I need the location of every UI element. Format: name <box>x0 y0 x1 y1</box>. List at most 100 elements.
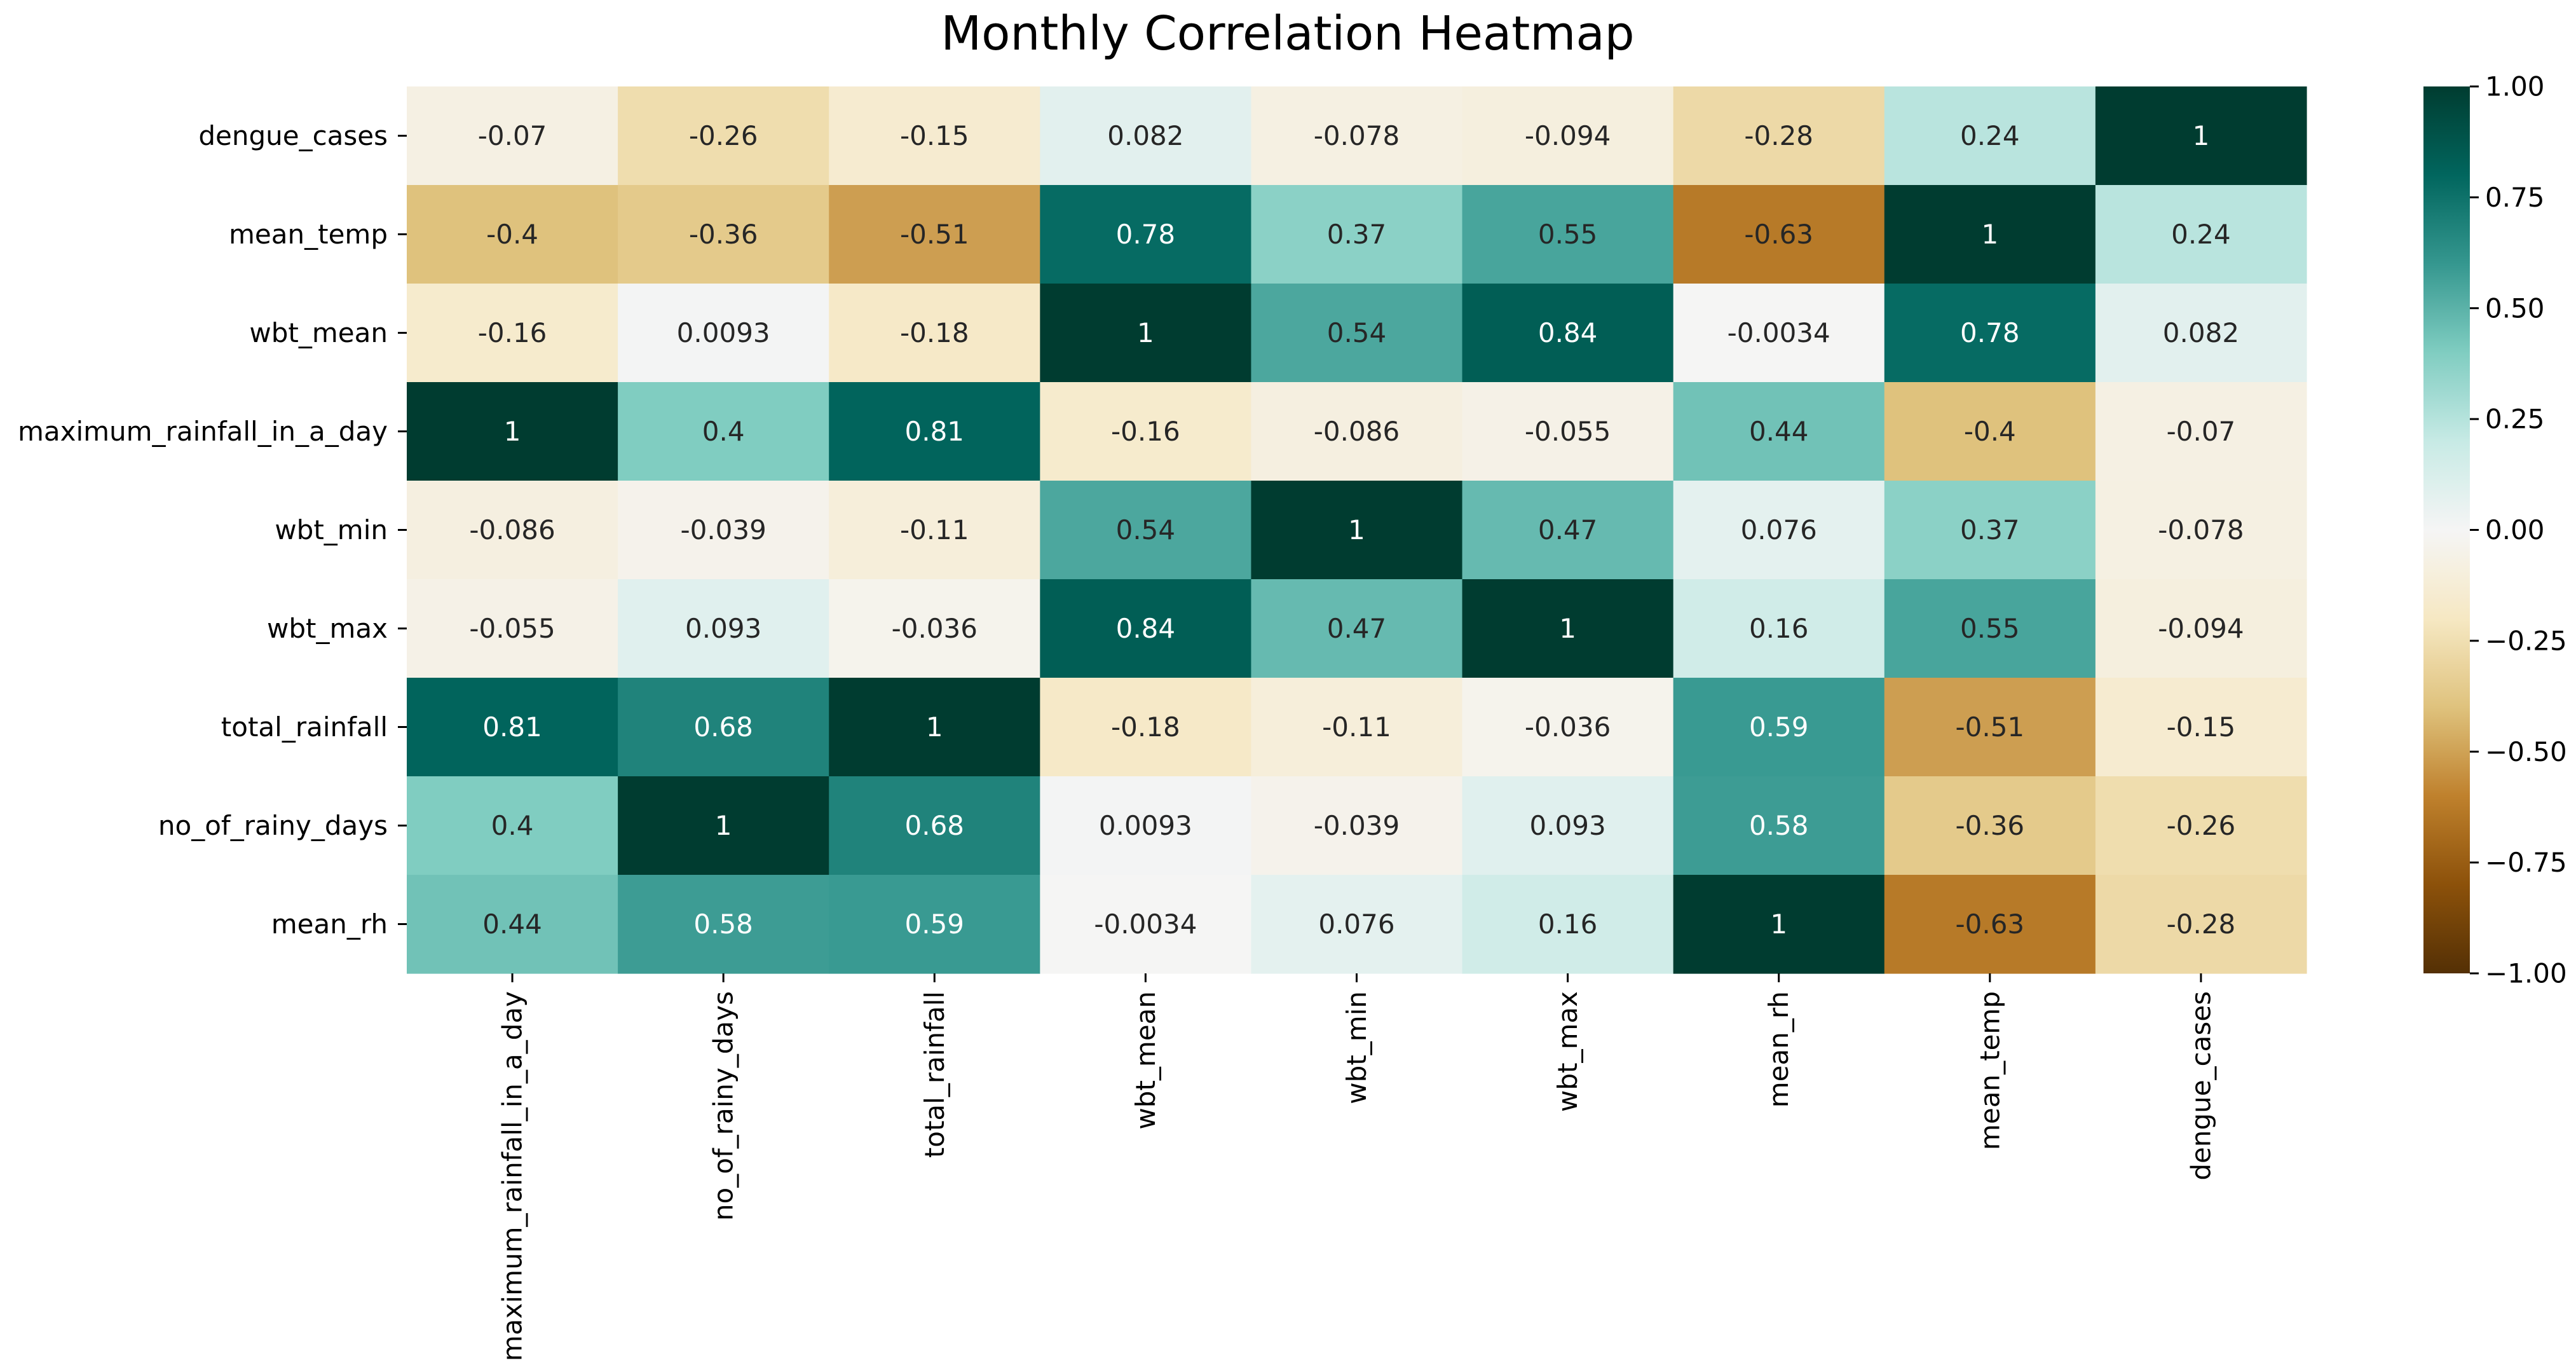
heatmap-cell-r2-c6 <box>1673 284 1885 383</box>
heatmap-cell-r8-c2 <box>829 875 1040 974</box>
cell-annotation-r6-c8: -0.15 <box>2167 711 2236 743</box>
x-tick-label-mean-temp: mean_temp <box>1974 991 2005 1150</box>
cell-annotation-r4-c2: -0.11 <box>900 514 969 545</box>
cell-annotation-r7-c0: 0.4 <box>491 810 534 841</box>
x-tick-label-wbt-mean: wbt_mean <box>1130 991 1161 1130</box>
heatmap-cell-r2-c3 <box>1040 284 1252 383</box>
colorbar-tick-label-3: 0.25 <box>2485 404 2545 435</box>
cell-annotation-r3-c6: 0.44 <box>1749 416 1809 447</box>
cell-annotation-r0-c5: -0.094 <box>1525 120 1611 151</box>
cell-annotation-r1-c2: -0.51 <box>900 219 969 250</box>
cell-annotation-r2-c4: 0.54 <box>1327 317 1387 348</box>
cell-annotation-r0-c3: 0.082 <box>1107 120 1183 151</box>
colorbar-tick-label-6: −0.50 <box>2485 736 2567 767</box>
heatmap-cell-r8-c5 <box>1462 875 1674 974</box>
heatmap-cell-r1-c5 <box>1462 185 1674 284</box>
heatmap-cell-r7-c8 <box>2095 776 2307 875</box>
heatmap-cell-r7-c4 <box>1251 776 1463 875</box>
cell-annotation-r7-c8: -0.26 <box>2167 810 2236 841</box>
heatmap-cell-r7-c6 <box>1673 776 1885 875</box>
heatmap-cell-r7-c1 <box>618 776 829 875</box>
y-tick-label-mean-temp: mean_temp <box>229 219 388 250</box>
y-tick-label-mean-rh: mean_rh <box>271 909 388 940</box>
heatmap-cell-r5-c1 <box>618 579 829 678</box>
cell-annotation-r5-c8: -0.094 <box>2158 613 2244 644</box>
heatmap-cell-r5-c0 <box>407 579 618 678</box>
heatmap-cell-r0-c2 <box>829 86 1040 186</box>
cell-annotation-r4-c5: 0.47 <box>1538 514 1598 545</box>
heatmap-cell-r0-c7 <box>1884 86 2096 186</box>
cell-annotation-r1-c1: -0.36 <box>689 219 758 250</box>
cell-annotation-r7-c7: -0.36 <box>1955 810 2024 841</box>
heatmap-cell-r7-c7 <box>1884 776 2096 875</box>
heatmap-cell-r7-c3 <box>1040 776 1252 875</box>
cell-annotation-r4-c8: -0.078 <box>2158 514 2244 545</box>
cell-annotation-r4-c0: -0.086 <box>469 514 555 545</box>
heatmap-cell-r8-c8 <box>2095 875 2307 974</box>
heatmap-cell-r6-c5 <box>1462 678 1674 777</box>
cell-annotation-r5-c3: 0.84 <box>1116 613 1176 644</box>
x-tick-label-wbt-max: wbt_max <box>1552 991 1583 1112</box>
y-tick-label-dengue-cases: dengue_cases <box>198 120 388 151</box>
cell-annotation-r8-c0: 0.44 <box>482 909 542 940</box>
heatmap-cell-r4-c3 <box>1040 481 1252 580</box>
colorbar-gradient-bar <box>2423 86 2470 973</box>
cell-annotation-r0-c6: -0.28 <box>1744 120 1813 151</box>
cell-annotation-r0-c7: 0.24 <box>1960 120 2020 151</box>
x-tick-label-total-rainfall: total_rainfall <box>919 991 950 1158</box>
x-tick-label-wbt-min: wbt_min <box>1341 991 1372 1104</box>
cell-annotation-r6-c4: -0.11 <box>1322 711 1391 743</box>
cell-annotation-r8-c4: 0.076 <box>1318 909 1394 940</box>
heatmap-cell-r7-c5 <box>1462 776 1674 875</box>
x-tick-label-no-of-rainy-days: no_of_rainy_days <box>708 991 739 1221</box>
colorbar-tick-label-5: −0.25 <box>2485 625 2567 656</box>
cell-annotation-r1-c4: 0.37 <box>1327 219 1387 250</box>
heatmap-cell-r1-c3 <box>1040 185 1252 284</box>
heatmap-cell-r1-c0 <box>407 185 618 284</box>
heatmap-cells <box>407 86 2307 974</box>
heatmap-cell-r2-c1 <box>618 284 829 383</box>
y-axis: dengue_cases mean_temp wbt_mean maximum_rai… <box>18 120 407 940</box>
heatmap-cell-r5-c8 <box>2095 579 2307 678</box>
heatmap-cell-r3-c4 <box>1251 382 1463 481</box>
heatmap-cell-r4-c2 <box>829 481 1040 580</box>
colorbar-tick-label-2: 0.50 <box>2485 292 2545 324</box>
cell-annotation-r1-c6: -0.63 <box>1744 219 1813 250</box>
heatmap-cell-r5-c2 <box>829 579 1040 678</box>
heatmap-cell-r6-c4 <box>1251 678 1463 777</box>
cell-annotation-r2-c3: 1 <box>1137 317 1154 348</box>
y-tick-label-wbt-max: wbt_max <box>267 613 388 644</box>
heatmap-cell-r0-c3 <box>1040 86 1252 186</box>
cell-annotation-r4-c4: 1 <box>1348 514 1365 545</box>
heatmap-cell-r8-c6 <box>1673 875 1885 974</box>
heatmap-cell-r8-c1 <box>618 875 829 974</box>
heatmap-cell-r3-c5 <box>1462 382 1674 481</box>
heatmap-cell-r7-c0 <box>407 776 618 875</box>
heatmap-cell-r1-c8 <box>2095 185 2307 284</box>
heatmap-cell-r2-c8 <box>2095 284 2307 383</box>
heatmap-cell-r4-c1 <box>618 481 829 580</box>
cell-annotation-r5-c4: 0.47 <box>1327 613 1387 644</box>
cell-annotation-r6-c6: 0.59 <box>1749 711 1809 743</box>
cell-annotation-r5-c7: 0.55 <box>1960 613 2020 644</box>
cell-annotation-r3-c7: -0.4 <box>1964 416 2016 447</box>
cell-annotation-r8-c7: -0.63 <box>1955 909 2024 940</box>
cell-annotation-r1-c7: 1 <box>1981 219 1998 250</box>
cell-annotation-r1-c8: 0.24 <box>2171 219 2231 250</box>
heatmap-cell-r3-c0 <box>407 382 618 481</box>
cell-annotation-r2-c0: -0.16 <box>478 317 547 348</box>
cell-annotation-r1-c5: 0.55 <box>1538 219 1598 250</box>
cell-annotation-r5-c0: -0.055 <box>469 613 555 644</box>
heatmap-cell-r5-c3 <box>1040 579 1252 678</box>
heatmap-cell-r8-c4 <box>1251 875 1463 974</box>
cell-annotation-r0-c1: -0.26 <box>689 120 758 151</box>
cell-annotation-r3-c4: -0.086 <box>1314 416 1400 447</box>
cell-annotation-r5-c6: 0.16 <box>1749 613 1809 644</box>
colorbar-tick-label-4: 0.00 <box>2485 514 2545 545</box>
heatmap-cell-r6-c1 <box>618 678 829 777</box>
cell-annotation-r7-c4: -0.039 <box>1314 810 1400 841</box>
cell-annotation-r6-c2: 1 <box>926 711 943 743</box>
heatmap-cell-r3-c2 <box>829 382 1040 481</box>
cell-annotation-r8-c5: 0.16 <box>1538 909 1598 940</box>
cell-annotation-r8-c2: 0.59 <box>905 909 965 940</box>
